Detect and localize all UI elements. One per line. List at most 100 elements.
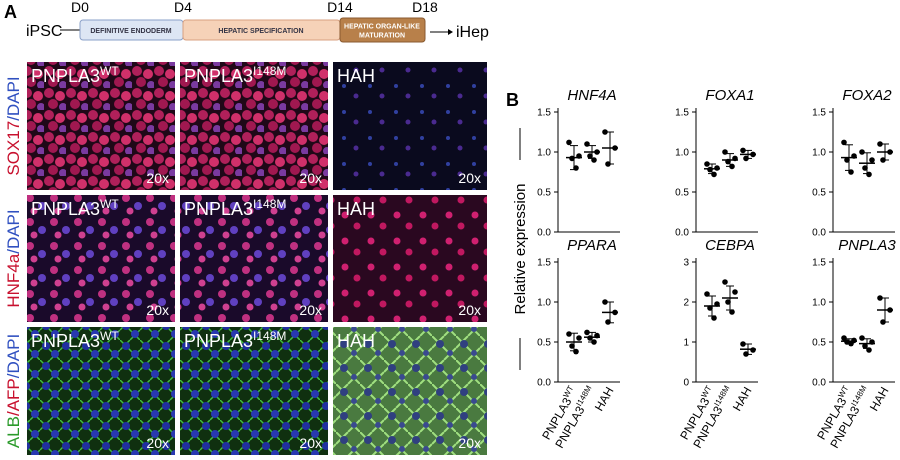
genotype-superscript: I148M <box>253 64 286 78</box>
category-superscript: WT <box>561 384 575 399</box>
y-axis-label: Relative expression <box>512 184 529 315</box>
data-point <box>605 319 611 325</box>
genotype: PNPLA3 <box>184 331 253 351</box>
y-tick-label: 0.0 <box>537 228 551 239</box>
y-tick-label: 0 <box>683 378 689 389</box>
data-point <box>569 343 575 349</box>
y-tick-label: 1.0 <box>537 298 551 309</box>
genotype-superscript: I148M <box>253 329 286 343</box>
panel-label: A <box>4 2 17 22</box>
stage-box <box>339 17 426 43</box>
micrograph <box>180 327 328 455</box>
chart-title: FOXA2 <box>842 87 892 104</box>
data-point <box>859 149 865 155</box>
y-tick-label: 1.0 <box>537 148 551 159</box>
micrograph <box>27 327 175 455</box>
genotype-superscript: I148M <box>253 197 286 211</box>
data-point <box>750 347 756 353</box>
micrograph <box>333 327 487 455</box>
genotype-superscript: WT <box>100 197 119 211</box>
data-point <box>584 329 590 336</box>
y-tick-label: 0.5 <box>537 338 551 349</box>
day-label: D0 <box>71 0 89 15</box>
data-point <box>740 147 746 154</box>
micrograph <box>180 195 328 322</box>
category-superscript: I148M <box>574 384 593 408</box>
data-point <box>566 331 572 337</box>
magnification: 20x <box>458 302 481 318</box>
stain-part: /DAPI <box>4 334 23 378</box>
y-tick-label: 1.0 <box>812 148 826 159</box>
magnification: 20x <box>299 302 322 318</box>
y-tick-label: 0.0 <box>675 228 689 239</box>
image-label: PNPLA3I148M <box>184 329 286 351</box>
image-label: PNPLA3I148M <box>184 197 286 219</box>
data-point <box>841 335 847 341</box>
data-point <box>841 139 847 146</box>
micrograph <box>27 195 175 322</box>
day-label: D4 <box>174 0 192 15</box>
magnification: 20x <box>299 435 322 451</box>
y-tick-label: 2 <box>683 298 689 309</box>
y-tick-label: 0.0 <box>812 228 826 239</box>
image-label: HAH <box>337 66 375 86</box>
chart-title: PPARA <box>567 237 617 254</box>
data-point <box>602 299 608 305</box>
chart-title: PNPLA3 <box>838 237 896 254</box>
category-superscript: I148M <box>712 384 731 408</box>
image-label: PNPLA3WT <box>31 197 119 219</box>
data-point <box>859 335 865 341</box>
category: HAH <box>867 385 892 414</box>
day-label: D18 <box>412 0 438 15</box>
y-tick-label: 3 <box>683 258 689 269</box>
data-point <box>877 141 883 147</box>
data-point <box>732 289 738 295</box>
stain-part: HNF4a <box>4 253 23 307</box>
magnification: 20x <box>146 302 169 318</box>
data-point <box>587 153 593 159</box>
stage-label: HEPATIC SPECIFICATION <box>218 28 303 35</box>
y-tick-label: 1.5 <box>537 258 551 269</box>
data-point <box>862 165 868 171</box>
category-superscript: WT <box>836 384 850 399</box>
genotype-superscript: WT <box>100 329 119 343</box>
y-tick-label: 1 <box>683 338 689 349</box>
y-tick-label: 1.0 <box>812 298 826 309</box>
stain-label: ALB/AFP/DAPI <box>4 334 23 448</box>
genotype: HAH <box>337 199 375 219</box>
image-label: PNPLA3WT <box>31 64 119 86</box>
stain-part: SOX17 <box>4 121 23 176</box>
data-point <box>576 335 582 341</box>
stain-label: SOX17/DAPI <box>4 76 23 175</box>
image-label: HAH <box>337 331 375 351</box>
data-point <box>714 165 720 171</box>
data-point <box>740 341 746 347</box>
micrograph <box>180 62 328 190</box>
micrograph <box>333 195 487 322</box>
stage-label: HEPATIC ORGAN-LIKE <box>344 24 420 31</box>
genotype: PNPLA3 <box>184 199 253 219</box>
genotype-superscript: WT <box>100 64 119 78</box>
data-point <box>722 279 728 285</box>
x-tick-label: HAH <box>592 385 617 414</box>
image-label: PNPLA3WT <box>31 329 119 351</box>
data-point <box>566 139 572 146</box>
day-label: D14 <box>327 0 353 15</box>
data-point <box>725 299 731 305</box>
y-tick-label: 0.5 <box>812 188 826 199</box>
genotype: HAH <box>337 331 375 351</box>
category-superscript: WT <box>699 384 713 399</box>
stain-part: /DAPI <box>4 76 23 120</box>
data-point <box>729 309 735 315</box>
stain-part: /DAPI <box>4 209 23 253</box>
data-point <box>877 295 883 301</box>
x-tick-label: HAH <box>867 385 892 414</box>
magnification: 20x <box>458 170 481 186</box>
data-point <box>711 171 717 178</box>
stain-part: ALB <box>4 416 23 448</box>
panel-label: B <box>506 90 519 110</box>
data-point <box>573 348 579 355</box>
data-point <box>862 343 868 349</box>
